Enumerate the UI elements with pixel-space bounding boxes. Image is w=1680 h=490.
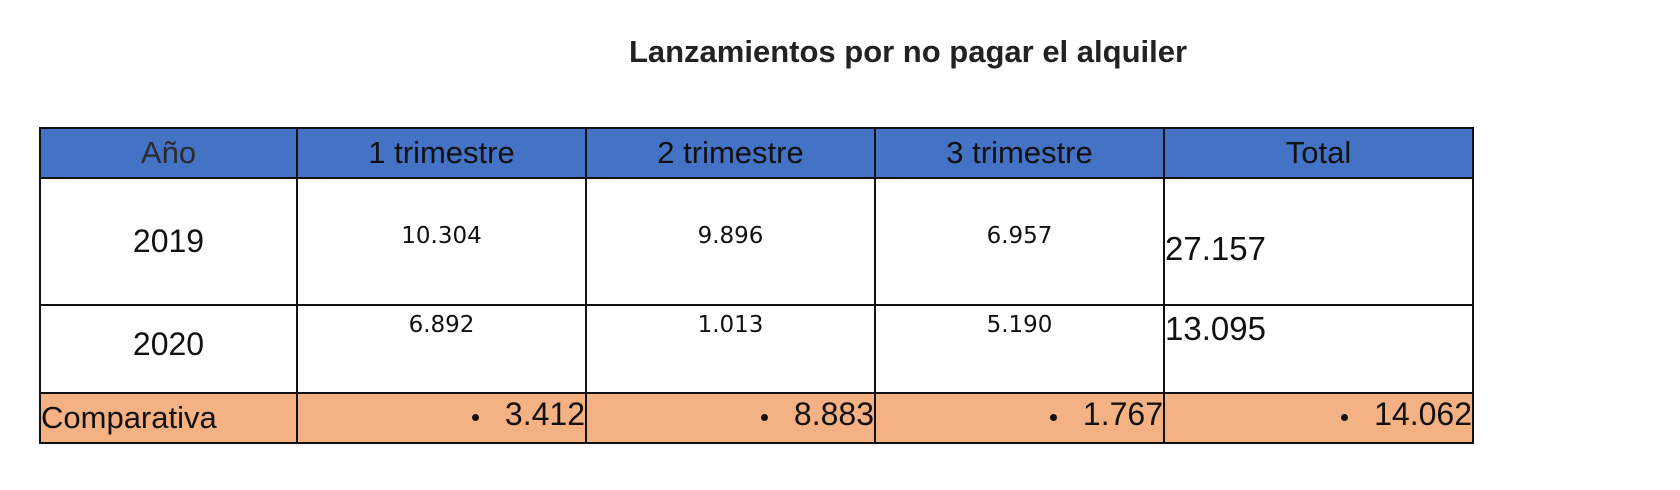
year-cell: 2019	[39, 177, 298, 306]
comparison-q1-cell: 3.412	[296, 392, 587, 444]
comparison-row: Comparativa 3.412 8.883 1.767 14.062	[39, 392, 1474, 444]
q2-cell: 9.896	[585, 177, 876, 306]
comparison-q3-cell: 1.767	[874, 392, 1165, 444]
page-title: Lanzamientos por no pagar el alquiler	[628, 34, 1188, 69]
comparison-total-value: 14.062	[1374, 395, 1472, 432]
header-q1: 1 trimestre	[296, 127, 587, 179]
q2-cell: 1.013	[585, 304, 876, 394]
comparison-total-cell: 14.062	[1163, 392, 1474, 444]
bullet-icon	[1049, 413, 1057, 421]
header-q2: 2 trimestre	[585, 127, 876, 179]
total-cell: 27.157	[1163, 177, 1474, 306]
q1-cell: 10.304	[296, 177, 587, 306]
header-q3: 3 trimestre	[874, 127, 1165, 179]
eviction-table: Año 1 trimestre 2 trimestre 3 trimestre …	[39, 127, 1474, 444]
q1-cell: 6.892	[296, 304, 587, 394]
bullet-icon	[760, 413, 768, 421]
comparison-q2-value: 8.883	[793, 395, 874, 432]
table-row: 2020 6.892 1.013 5.190 13.095	[39, 304, 1474, 394]
header-year: Año	[39, 127, 298, 179]
comparison-q2-cell: 8.883	[585, 392, 876, 444]
comparison-q1-value: 3.412	[504, 395, 585, 432]
bullet-icon	[471, 413, 479, 421]
header-total: Total	[1163, 127, 1474, 179]
table-row: 2019 10.304 9.896 6.957 27.157	[39, 177, 1474, 306]
table-header-row: Año 1 trimestre 2 trimestre 3 trimestre …	[39, 127, 1474, 179]
q3-cell: 6.957	[874, 177, 1165, 306]
bullet-icon	[1341, 413, 1349, 421]
q3-cell: 5.190	[874, 304, 1165, 394]
comparison-label: Comparativa	[39, 392, 298, 444]
total-cell: 13.095	[1163, 304, 1474, 394]
year-cell: 2020	[39, 304, 298, 394]
comparison-q3-value: 1.767	[1082, 395, 1163, 432]
